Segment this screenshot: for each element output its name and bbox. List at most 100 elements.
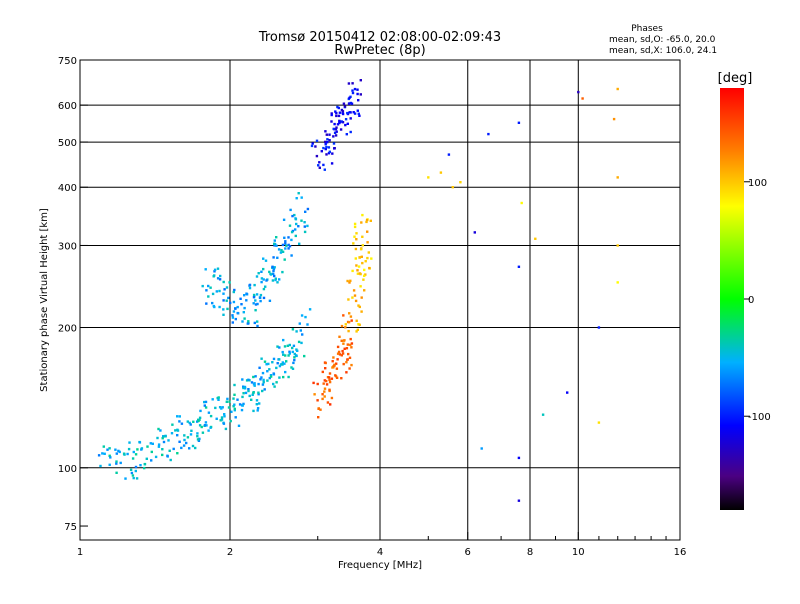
data-point xyxy=(275,381,278,384)
data-point xyxy=(356,272,360,275)
data-point xyxy=(304,210,307,213)
data-point xyxy=(209,286,212,289)
data-point xyxy=(218,289,221,293)
data-point xyxy=(281,250,285,253)
data-point xyxy=(616,244,619,247)
data-point xyxy=(322,163,325,167)
data-point xyxy=(130,471,134,475)
data-point xyxy=(102,445,105,448)
data-point xyxy=(207,284,210,288)
data-point xyxy=(597,326,601,329)
data-point xyxy=(520,201,523,205)
data-point xyxy=(188,421,191,425)
data-point xyxy=(340,324,344,328)
data-point xyxy=(254,375,257,378)
data-point xyxy=(149,442,152,445)
data-point xyxy=(188,447,191,450)
colorbar xyxy=(720,88,744,510)
data-point xyxy=(276,345,279,348)
phase-info-line1: mean, sd,O: -65.0, 20.0 xyxy=(609,35,716,45)
data-point xyxy=(348,111,351,114)
data-point xyxy=(182,444,186,447)
data-point xyxy=(281,350,284,354)
data-point xyxy=(347,352,350,356)
data-point xyxy=(176,428,179,431)
data-point xyxy=(341,121,345,124)
data-point xyxy=(294,218,298,221)
data-point xyxy=(145,457,148,460)
data-point xyxy=(232,300,236,304)
data-point xyxy=(216,277,220,280)
data-point xyxy=(303,221,306,224)
data-point xyxy=(131,474,135,477)
data-point xyxy=(233,407,236,411)
data-point xyxy=(250,381,254,384)
data-point xyxy=(321,397,324,401)
data-point xyxy=(117,449,120,453)
data-point xyxy=(348,281,351,284)
data-point xyxy=(260,270,263,273)
data-point xyxy=(282,218,286,221)
data-point xyxy=(252,293,256,297)
data-point xyxy=(106,448,109,451)
data-point xyxy=(203,400,206,404)
data-point xyxy=(342,102,346,105)
data-point xyxy=(272,267,276,271)
data-point xyxy=(332,135,335,138)
data-point xyxy=(333,122,336,126)
data-point xyxy=(357,112,360,115)
data-point xyxy=(295,197,298,200)
x-tick-label: 2 xyxy=(227,547,233,558)
data-point xyxy=(126,452,129,456)
data-point xyxy=(220,407,223,410)
data-point xyxy=(301,333,304,336)
colorbar-tick-label: 100 xyxy=(748,178,767,189)
data-point xyxy=(356,109,359,112)
data-point xyxy=(262,287,266,291)
data-point xyxy=(260,277,264,280)
data-point xyxy=(566,391,569,394)
data-point xyxy=(118,450,121,454)
data-point xyxy=(353,294,357,297)
data-point xyxy=(283,236,286,239)
data-point xyxy=(240,404,244,407)
data-point xyxy=(278,358,281,361)
data-point xyxy=(248,394,251,398)
data-point xyxy=(268,299,272,302)
data-point xyxy=(336,123,340,126)
data-point xyxy=(287,375,290,379)
data-point xyxy=(223,415,226,418)
data-point xyxy=(327,152,331,155)
data-point xyxy=(277,248,281,251)
data-point xyxy=(269,273,273,276)
data-point xyxy=(343,105,347,108)
data-point xyxy=(295,354,298,358)
data-point xyxy=(365,218,369,222)
data-point xyxy=(327,146,331,149)
data-point xyxy=(335,376,339,379)
data-point xyxy=(233,393,236,396)
data-point xyxy=(356,328,359,331)
data-point xyxy=(265,363,268,366)
data-point xyxy=(344,123,347,127)
data-point xyxy=(256,407,260,410)
data-point xyxy=(323,379,326,382)
data-point xyxy=(200,425,203,429)
data-point xyxy=(211,398,214,401)
data-point xyxy=(241,395,244,399)
data-point xyxy=(329,403,332,406)
data-point xyxy=(288,224,292,227)
data-point xyxy=(220,416,224,419)
data-point xyxy=(129,468,133,471)
data-point xyxy=(355,330,358,333)
data-point xyxy=(213,270,216,273)
data-point xyxy=(232,310,236,313)
data-point xyxy=(272,256,275,259)
data-point xyxy=(257,272,260,275)
data-point xyxy=(339,128,343,131)
data-point xyxy=(350,319,353,322)
data-point xyxy=(257,391,260,394)
data-point xyxy=(340,354,343,357)
data-point xyxy=(303,225,306,228)
